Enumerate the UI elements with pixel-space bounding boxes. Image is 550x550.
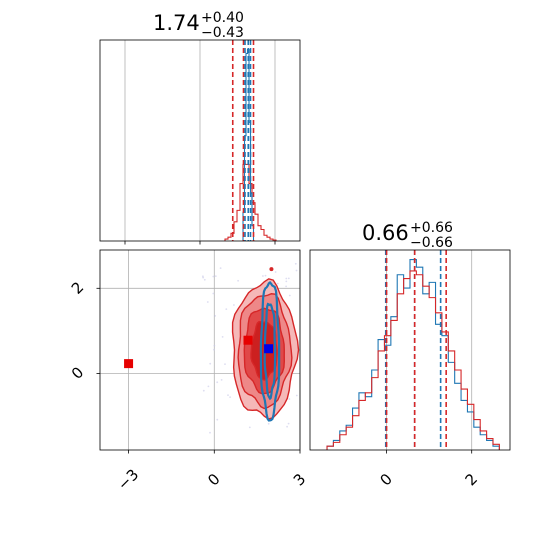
sample-point [213, 344, 216, 347]
x-ticks [124, 241, 276, 245]
sample-point [285, 285, 287, 288]
sample-point [207, 385, 210, 388]
square-marker [124, 359, 134, 369]
y-tick-label: 0 [68, 363, 87, 382]
sample-point [248, 426, 251, 429]
sample-point [287, 277, 290, 280]
grid [386, 250, 473, 450]
sample-point [224, 363, 226, 365]
sample-point [288, 294, 291, 297]
sample-point [295, 269, 298, 272]
sample-point [216, 418, 219, 421]
x-tick-label: 2 [462, 470, 481, 489]
sample-point [206, 301, 209, 303]
x-tick-label: −3 [114, 465, 142, 493]
sample-point [287, 422, 290, 425]
square-marker [243, 335, 253, 345]
title-minus: −0.43 [201, 25, 244, 41]
sample-point [286, 425, 288, 428]
sample-point [264, 274, 267, 277]
sample-point [274, 271, 277, 273]
outlier-point [269, 267, 274, 272]
sample-point [233, 304, 235, 306]
sample-point [203, 278, 206, 281]
quantile-lines [231, 40, 255, 241]
sample-point [216, 381, 219, 384]
sample-point [262, 275, 264, 277]
sample-point [276, 282, 279, 285]
sample-point [219, 267, 222, 269]
sample-point [202, 276, 205, 279]
histogram-series [326, 258, 500, 450]
sample-point [229, 396, 232, 398]
title-plus: +0.66 [410, 220, 453, 236]
sample-point [214, 315, 217, 317]
title-minus: −0.66 [410, 235, 453, 251]
markers [124, 267, 274, 369]
sample-point [267, 422, 270, 425]
sample-point [212, 275, 215, 278]
sample-point [212, 292, 215, 295]
square-marker [264, 344, 274, 354]
sample-point [295, 394, 298, 397]
histogram-step [326, 270, 500, 450]
x-tick-label: 0 [204, 470, 223, 489]
y-tick-label: 2 [68, 278, 87, 297]
histogram-panel-top: 1.74 +0.40 −0.43 [99, 10, 301, 245]
sample-point [227, 394, 229, 396]
quantile-lines [384, 250, 447, 450]
x-tick-label: 0 [377, 470, 396, 489]
sample-point [237, 279, 240, 282]
sample-point [220, 379, 223, 381]
x-ticks: −3 0 3 [114, 450, 309, 494]
axes-frame [309, 249, 511, 451]
sample-point [221, 336, 224, 338]
sample-point [202, 389, 205, 392]
sample-point [213, 348, 215, 351]
sample-point [214, 275, 217, 277]
histogram-step [326, 258, 500, 450]
blue-contour-level [259, 281, 281, 422]
axes-frame [99, 249, 301, 451]
sample-point [225, 308, 228, 310]
x-tick-label: 3 [290, 470, 309, 489]
sample-point [285, 277, 288, 280]
sample-point [294, 262, 297, 265]
contour-panel: −3 0 3 02 [68, 249, 309, 494]
title-plus: +0.40 [201, 10, 244, 26]
grid [124, 40, 276, 241]
sample-point [209, 431, 211, 434]
sample-point [209, 362, 212, 365]
title-value: 1.74 [153, 11, 200, 35]
y-ticks: 02 [68, 278, 100, 383]
sample-point [285, 280, 288, 283]
title-value: 0.66 [362, 221, 409, 245]
sample-point [288, 398, 291, 400]
